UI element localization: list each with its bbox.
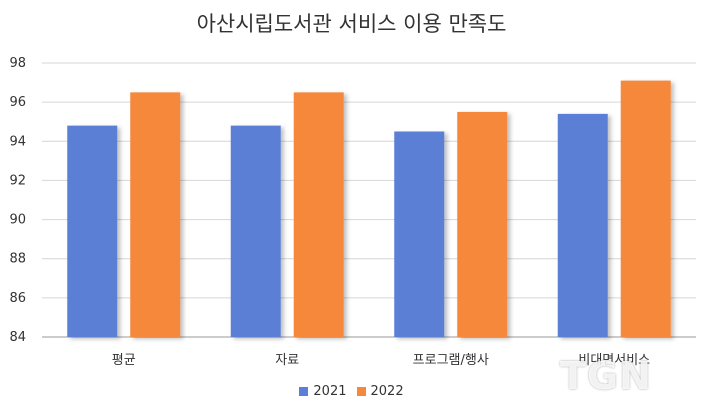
y-tick-label: 96 [9, 95, 26, 110]
y-tick-label: 86 [9, 291, 26, 306]
legend: 2021 2022 [0, 384, 703, 399]
x-category-label: 프로그램/행사 [413, 352, 489, 368]
y-axis-ticks: 84 86 88 90 92 94 96 98 [9, 56, 26, 345]
x-category-label: 평균 [112, 353, 136, 368]
chart-title: 아산시립도서관 서비스 이용 만족도 [196, 12, 507, 36]
legend-swatch-2021 [299, 387, 309, 396]
bar-2022-0 [130, 92, 181, 337]
y-tick-label: 88 [9, 252, 26, 267]
y-tick-label: 94 [9, 134, 26, 149]
x-axis-labels: 평균 자료 프로그램/행사 비대면서비스 [112, 352, 650, 368]
y-tick-label: 92 [9, 173, 26, 188]
legend-swatch-2022 [356, 387, 366, 396]
y-tick-label: 98 [9, 56, 26, 71]
bar-2021-2 [394, 131, 445, 337]
legend-item-2021: 2021 [299, 384, 347, 399]
x-category-label: 자료 [275, 353, 299, 368]
legend-label-2021: 2021 [313, 384, 347, 399]
bar-2021-0 [67, 125, 118, 337]
bar-2021-1 [230, 125, 281, 337]
bar-2022-1 [293, 92, 344, 337]
legend-item-2022: 2022 [356, 384, 404, 399]
bars [67, 80, 671, 337]
y-tick-label: 90 [9, 213, 26, 228]
bar-2022-2 [457, 111, 508, 337]
y-tick-label: 84 [9, 330, 26, 345]
bar-2022-3 [620, 80, 671, 337]
x-category-label: 비대면서비스 [578, 353, 650, 368]
bar-2021-3 [557, 113, 608, 337]
legend-label-2022: 2022 [370, 384, 404, 399]
watermark-logo: TGN [560, 354, 652, 398]
